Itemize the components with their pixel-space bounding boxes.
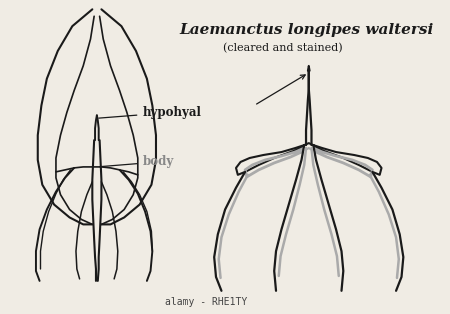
Text: alamy - RHE1TY: alamy - RHE1TY <box>165 297 247 307</box>
Text: body: body <box>99 155 174 168</box>
Text: (cleared and stained): (cleared and stained) <box>224 43 343 53</box>
Text: hypohyal: hypohyal <box>99 106 201 119</box>
Text: Laemanctus longipes waltersi: Laemanctus longipes waltersi <box>179 23 433 37</box>
